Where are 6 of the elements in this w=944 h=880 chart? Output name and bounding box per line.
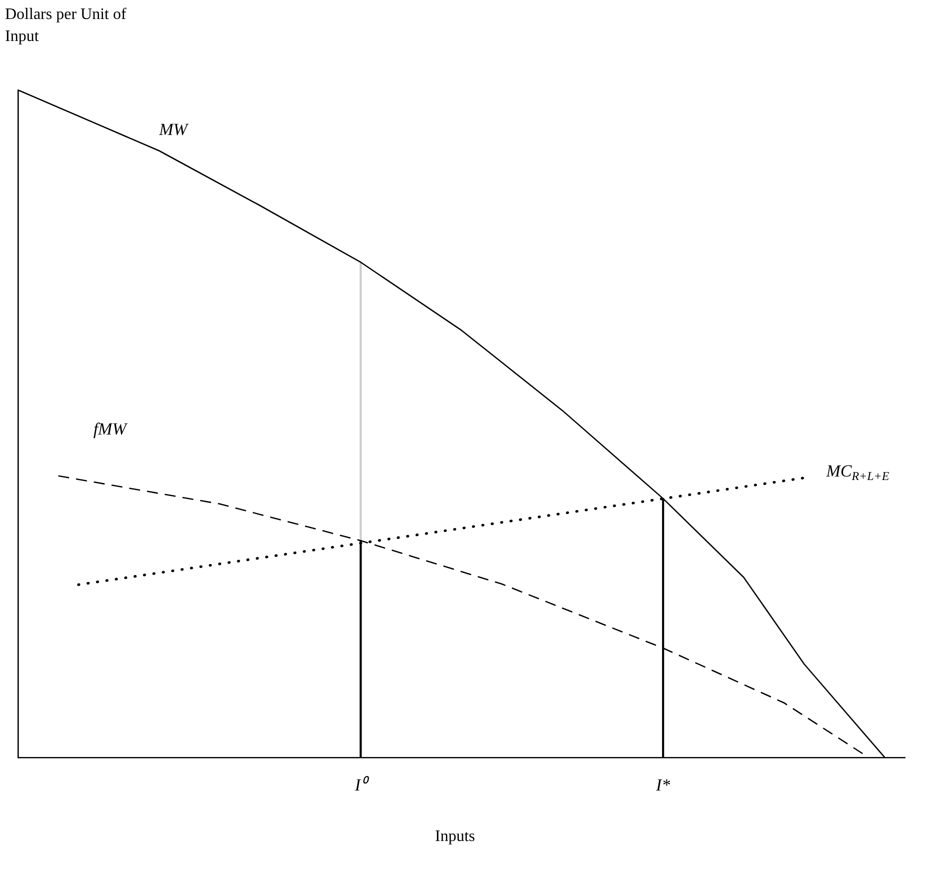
series-label: MW: [158, 120, 190, 140]
x-tick-label: I*: [655, 775, 671, 794]
x-tick-label: I⁰: [354, 775, 370, 794]
y-axis-title: Dollars per Unit of Input: [5, 5, 128, 47]
x-axis-title: Inputs: [434, 828, 476, 846]
text: fMW: [93, 419, 128, 438]
